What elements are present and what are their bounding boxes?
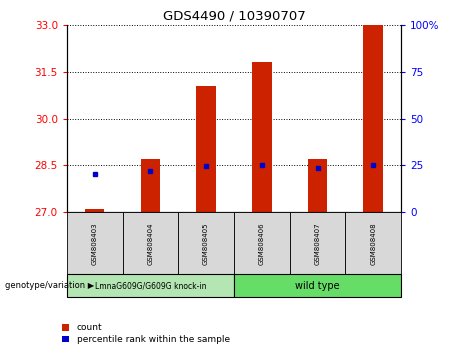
Text: GSM808404: GSM808404: [148, 222, 154, 265]
Text: GSM808403: GSM808403: [92, 222, 98, 265]
Legend: count, percentile rank within the sample: count, percentile rank within the sample: [62, 324, 230, 344]
Bar: [363, 25, 383, 212]
Text: GSM808405: GSM808405: [203, 222, 209, 265]
Text: GSM808407: GSM808407: [314, 222, 320, 265]
Bar: [252, 62, 272, 212]
Text: genotype/variation ▶: genotype/variation ▶: [5, 281, 94, 290]
Bar: [196, 86, 216, 212]
Bar: [85, 209, 105, 212]
Text: GSM808406: GSM808406: [259, 222, 265, 265]
Bar: [141, 159, 160, 212]
Text: LmnaG609G/G609G knock-in: LmnaG609G/G609G knock-in: [95, 281, 206, 290]
Text: wild type: wild type: [295, 281, 340, 291]
Text: GSM808408: GSM808408: [370, 222, 376, 265]
Title: GDS4490 / 10390707: GDS4490 / 10390707: [163, 9, 305, 22]
Bar: [308, 159, 327, 212]
